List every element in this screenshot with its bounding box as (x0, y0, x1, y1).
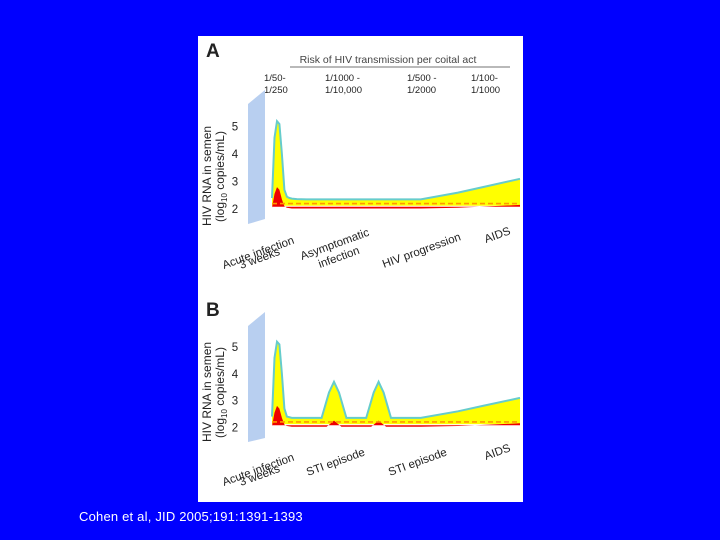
ylabel-b-line1: HIV RNA in semen (200, 342, 214, 442)
xlabel-a-4: AIDS (483, 225, 513, 246)
panel-b: B HIV RNA in semen (log10 copies/mL) 2 3 4… (200, 300, 521, 489)
ytick-b-3: 3 (232, 396, 238, 408)
figure: A Risk of HIV transmission per coital ac… (198, 36, 523, 502)
risk-label-1-line1: 1/50- (264, 73, 286, 84)
panel-label-b: B (206, 300, 220, 321)
figure-svg: A Risk of HIV transmission per coital ac… (200, 41, 521, 489)
ylabel-a-line1: HIV RNA in semen (200, 126, 214, 226)
risk-label-2-line1: 1/1000 - (325, 73, 360, 84)
xlabel-b-2: STI episode (305, 447, 367, 479)
viral-load-area-a (272, 121, 520, 206)
ytick-b-2: 2 (232, 422, 238, 434)
ytick-b-4: 4 (232, 369, 239, 381)
risk-label-4-line1: 1/100- (471, 73, 498, 84)
viral-load-outline-b (271, 339, 521, 419)
plot-b (271, 339, 521, 427)
axis-band-b (248, 312, 265, 442)
xlabel-b-4: AIDS (483, 442, 513, 463)
xlabel-a-3: HIV progression (381, 231, 463, 270)
risk-label-4-line2: 1/1000 (471, 85, 500, 96)
risk-label-2-line2: 1/10,000 (325, 85, 362, 96)
ytick-a-3: 3 (232, 177, 238, 189)
transmission-area-b (272, 405, 520, 427)
viral-load-outline-a (271, 118, 521, 201)
risk-label-1-line2: 1/250 (264, 85, 288, 96)
panel-label-a: A (206, 41, 220, 62)
xlabel-b-3: STI episode (387, 447, 449, 479)
yticks-a: 2 3 4 5 (232, 122, 239, 216)
viral-load-area-b (272, 341, 520, 425)
transmission-area-a (272, 187, 520, 209)
ylabel-a-line2: (log10 copies/mL) (213, 131, 229, 222)
ylabel-b-line2: (log10 copies/mL) (213, 347, 229, 438)
risk-label-3-line2: 1/2000 (407, 85, 436, 96)
risk-label-3-line1: 1/500 - (407, 73, 437, 84)
citation: Cohen et al, JID 2005;191:1391-1393 (79, 509, 303, 524)
panel-a: A Risk of HIV transmission per coital ac… (200, 41, 521, 272)
ytick-a-5: 5 (232, 122, 238, 134)
axis-band-a (248, 90, 265, 224)
plot-a (271, 118, 521, 209)
ytick-a-4: 4 (232, 149, 239, 161)
ytick-a-2: 2 (232, 204, 238, 216)
yticks-b: 2 3 4 5 (232, 342, 239, 434)
ytick-b-5: 5 (232, 342, 238, 354)
risk-header: Risk of HIV transmission per coital act (300, 54, 477, 66)
